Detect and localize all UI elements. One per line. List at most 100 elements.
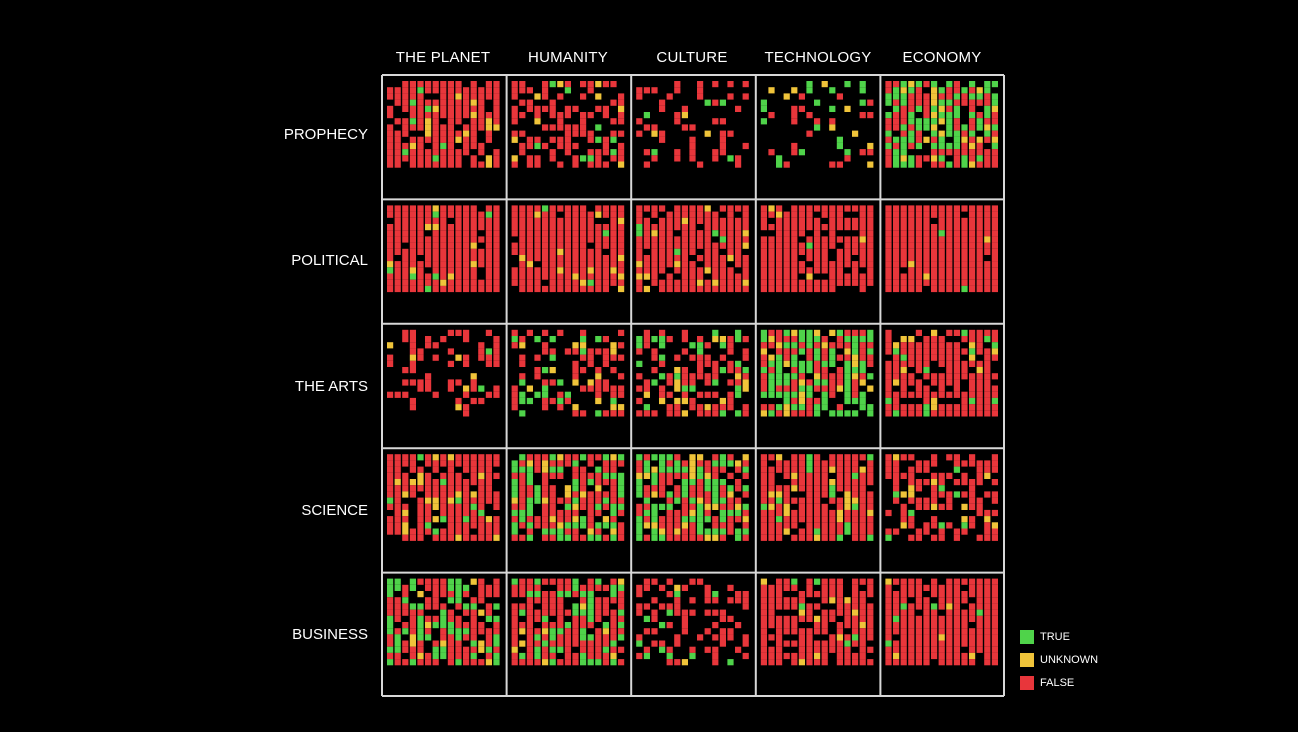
square-false	[542, 503, 549, 510]
square-false	[478, 348, 485, 355]
square-true	[885, 640, 892, 647]
square-false	[859, 211, 866, 218]
square-true	[900, 124, 907, 131]
square-false	[519, 491, 526, 498]
square-false	[463, 273, 470, 280]
square-true	[798, 603, 805, 610]
square-false	[542, 81, 549, 88]
square-false	[984, 230, 991, 237]
square-unknown	[742, 230, 749, 237]
square-false	[915, 591, 922, 598]
square-false	[432, 615, 439, 622]
square-true	[681, 466, 688, 473]
square-false	[976, 211, 983, 218]
square-unknown	[526, 460, 533, 467]
square-false	[791, 273, 798, 280]
square-false	[976, 509, 983, 517]
square-false	[580, 466, 587, 473]
square-unknown	[852, 373, 859, 380]
square-false	[580, 242, 587, 249]
square-false	[915, 528, 922, 535]
square-false	[409, 124, 416, 131]
square-true	[961, 87, 968, 94]
square-false	[572, 248, 579, 255]
square-false	[666, 217, 673, 224]
square-false	[651, 609, 658, 616]
square-false	[425, 485, 432, 492]
square-false	[984, 628, 991, 635]
square-false	[659, 248, 666, 255]
square-false	[806, 628, 813, 635]
square-true	[440, 142, 447, 150]
square-false	[387, 597, 394, 604]
square-unknown	[844, 597, 851, 604]
square-false	[425, 99, 432, 106]
square-false	[542, 342, 549, 349]
square-false	[783, 236, 790, 243]
square-false	[859, 485, 866, 492]
square-false	[511, 224, 518, 231]
square-true	[719, 236, 726, 243]
square-false	[852, 248, 859, 255]
square-false	[969, 584, 976, 591]
square-false	[885, 81, 892, 88]
square-false	[455, 112, 462, 119]
square-false	[643, 584, 650, 591]
square-false	[969, 118, 976, 125]
square-false	[557, 136, 564, 143]
square-unknown	[735, 460, 742, 467]
square-false	[697, 255, 704, 262]
square-false	[681, 230, 688, 237]
square-false	[387, 609, 394, 616]
square-false	[643, 87, 650, 94]
square-false	[595, 640, 602, 647]
square-false	[572, 652, 579, 660]
square-true	[387, 591, 394, 598]
square-true	[961, 124, 968, 131]
square-true	[549, 659, 556, 666]
square-false	[542, 379, 549, 386]
square-unknown	[643, 285, 650, 293]
square-false	[440, 584, 447, 591]
square-false	[900, 285, 907, 293]
square-false	[783, 255, 790, 262]
square-true	[867, 404, 874, 411]
square-false	[783, 161, 790, 168]
square-false	[742, 93, 749, 100]
square-false	[409, 87, 416, 94]
square-false	[852, 460, 859, 467]
square-false	[844, 454, 851, 461]
square-false	[836, 652, 843, 660]
square-false	[697, 211, 704, 218]
square-false	[557, 205, 564, 212]
square-false	[470, 93, 477, 100]
square-false	[470, 609, 477, 616]
square-unknown	[432, 516, 439, 523]
square-false	[885, 603, 892, 610]
square-false	[595, 230, 602, 237]
square-true	[402, 628, 409, 635]
square-false	[697, 230, 704, 237]
square-false	[587, 261, 594, 268]
square-true	[742, 367, 749, 374]
square-false	[409, 93, 416, 100]
square-false	[534, 217, 541, 224]
square-false	[455, 99, 462, 106]
square-false	[519, 534, 526, 541]
square-false	[493, 360, 500, 367]
square-true	[961, 285, 968, 293]
square-true	[893, 149, 900, 156]
square-true	[931, 105, 938, 112]
square-false	[806, 491, 813, 498]
square-true	[402, 597, 409, 604]
square-true	[798, 404, 805, 411]
square-false	[666, 534, 673, 541]
square-false	[595, 205, 602, 212]
square-false	[798, 217, 805, 224]
square-false	[829, 591, 836, 598]
square-unknown	[969, 652, 976, 660]
square-unknown	[659, 397, 666, 405]
square-false	[885, 224, 892, 231]
square-true	[735, 509, 742, 517]
square-false	[991, 155, 998, 162]
